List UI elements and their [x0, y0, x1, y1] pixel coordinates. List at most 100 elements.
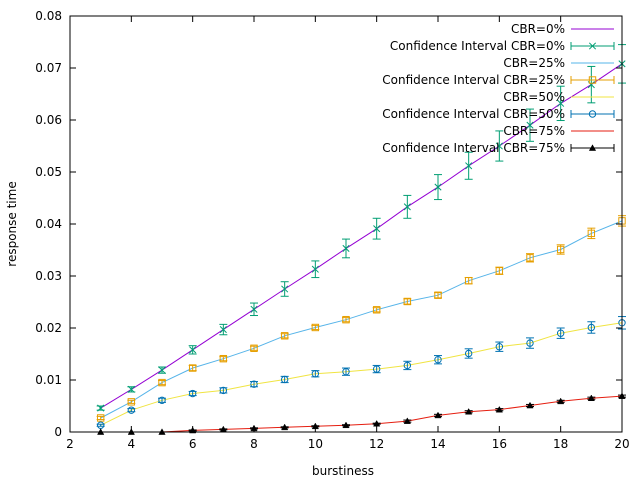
data-point	[342, 367, 350, 376]
series-2	[96, 215, 626, 422]
x-tick-label: 10	[308, 437, 323, 451]
error-bar	[342, 317, 350, 323]
data-point	[526, 121, 534, 129]
series-line	[100, 395, 623, 433]
data-point	[219, 354, 228, 363]
y-tick-label: 0.02	[35, 321, 62, 335]
axes: 2 4 6 8 10 12 14 16 18 20 0 0.01 0.02 0.03 0.04 0.05 0.0…	[35, 9, 629, 451]
data-point	[434, 356, 442, 364]
error-bar	[188, 364, 197, 372]
error-bar	[250, 345, 258, 351]
x-tick-label: 2	[66, 437, 74, 451]
data-point	[587, 394, 595, 402]
series-1	[96, 44, 626, 412]
data-point	[372, 365, 381, 373]
data-point	[96, 414, 105, 422]
series-3	[96, 316, 626, 429]
legend-label: CBR=75%	[503, 124, 565, 138]
legend: CBR=0% Confidence Interval CBR=0% CBR=25% C…	[382, 22, 615, 155]
y-tick-label: 0.04	[35, 217, 62, 231]
y-axis-label: response time	[5, 181, 19, 266]
data-point	[526, 254, 534, 262]
data-point	[158, 396, 166, 404]
data-point	[372, 306, 381, 314]
data-point	[465, 162, 473, 170]
error-bar	[311, 324, 320, 331]
x-tick-label: 6	[189, 437, 197, 451]
data-point	[373, 225, 381, 233]
data-point	[557, 99, 565, 107]
error-bar	[158, 380, 166, 386]
data-point	[281, 285, 289, 293]
data-point	[219, 386, 228, 395]
data-point	[158, 378, 166, 387]
error-bar	[127, 399, 136, 404]
x-tick-label: 4	[128, 437, 136, 451]
error-bar	[96, 415, 105, 421]
data-point	[556, 329, 565, 337]
data-point	[526, 401, 534, 409]
error-bar	[250, 381, 258, 388]
legend-marker	[588, 110, 597, 118]
x-tick-label: 8	[250, 437, 258, 451]
data-point	[495, 405, 503, 413]
error-bar	[219, 387, 228, 394]
y-tick-label: 0	[54, 425, 62, 439]
legend-marker	[588, 42, 597, 50]
error-bar	[403, 298, 412, 305]
legend-label: Confidence Interval CBR=75%	[382, 141, 565, 155]
data-point	[127, 385, 135, 393]
legend-label: Confidence Interval CBR=0%	[390, 39, 565, 53]
data-point	[189, 346, 197, 354]
data-point	[464, 349, 473, 358]
y-tick-label: 0.08	[35, 9, 62, 23]
legend-label: CBR=25%	[503, 56, 565, 70]
data-point	[311, 265, 319, 273]
legend-label: Confidence Interval CBR=50%	[382, 107, 565, 121]
series-4	[96, 392, 626, 435]
data-point	[311, 323, 320, 332]
data-point	[465, 408, 473, 415]
y-tick-label: 0.06	[35, 113, 62, 127]
data-point	[434, 291, 442, 299]
data-point	[342, 315, 350, 324]
data-point	[158, 366, 166, 374]
data-point	[342, 244, 350, 252]
error-bar	[219, 356, 228, 362]
data-point	[188, 389, 197, 398]
data-point	[434, 411, 442, 419]
data-point	[403, 297, 412, 306]
data-point	[464, 276, 473, 285]
x-tick-label: 16	[492, 437, 507, 451]
data-point	[188, 364, 197, 372]
data-point	[557, 397, 565, 405]
data-point	[495, 343, 504, 351]
series-line	[100, 220, 623, 419]
legend-marker	[588, 144, 597, 151]
legend-label: Confidence Interval CBR=25%	[382, 73, 565, 87]
data-point	[219, 326, 227, 334]
data-point	[495, 142, 503, 150]
data-point	[127, 398, 136, 406]
data-point	[250, 380, 258, 388]
legend-label: CBR=50%	[503, 90, 565, 104]
y-tick-label: 0.01	[35, 373, 62, 387]
y-tick-label: 0.07	[35, 61, 62, 75]
data-point	[311, 370, 320, 378]
legend-marker	[588, 76, 597, 84]
series-line	[100, 63, 623, 409]
x-tick-label: 18	[553, 437, 568, 451]
data-point	[280, 332, 289, 340]
data-point	[495, 267, 504, 275]
x-tick-label: 12	[369, 437, 384, 451]
data-point	[587, 229, 596, 238]
error-bar	[434, 292, 442, 299]
data-point	[281, 423, 289, 431]
error-bar	[587, 321, 596, 334]
data-point	[556, 245, 565, 254]
x-tick-label: 14	[430, 437, 445, 451]
data-point	[526, 339, 534, 347]
legend-label: CBR=0%	[511, 22, 565, 36]
y-tick-label: 0.03	[35, 269, 62, 283]
